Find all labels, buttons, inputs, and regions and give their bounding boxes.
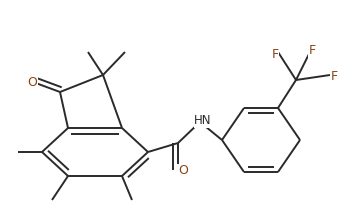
Text: O: O — [27, 76, 37, 88]
Text: HN: HN — [194, 115, 212, 127]
Text: F: F — [331, 69, 337, 83]
Text: F: F — [309, 44, 315, 58]
Text: O: O — [178, 164, 188, 178]
Text: F: F — [271, 48, 279, 60]
